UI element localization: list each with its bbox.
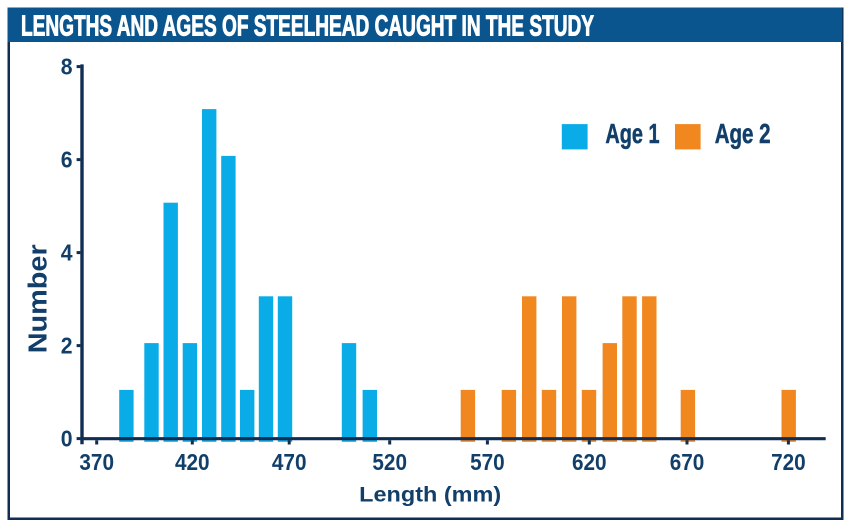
svg-text:370: 370 bbox=[79, 449, 114, 475]
svg-text:Age 2: Age 2 bbox=[715, 118, 771, 149]
svg-text:420: 420 bbox=[175, 449, 210, 475]
svg-text:620: 620 bbox=[572, 449, 607, 475]
svg-text:LENGTHS AND AGES OF STEELHEAD: LENGTHS AND AGES OF STEELHEAD CAUGHT IN … bbox=[21, 11, 594, 43]
svg-text:2: 2 bbox=[61, 333, 73, 359]
svg-text:520: 520 bbox=[372, 449, 407, 475]
svg-text:8: 8 bbox=[61, 54, 73, 80]
svg-text:570: 570 bbox=[470, 449, 505, 475]
svg-text:0: 0 bbox=[61, 426, 73, 452]
svg-text:470: 470 bbox=[272, 449, 307, 475]
svg-text:Length (mm): Length (mm) bbox=[359, 483, 501, 507]
svg-text:Age 1: Age 1 bbox=[605, 118, 659, 149]
svg-text:4: 4 bbox=[61, 240, 73, 266]
svg-text:Number: Number bbox=[25, 244, 53, 353]
svg-text:6: 6 bbox=[61, 147, 73, 173]
svg-text:720: 720 bbox=[771, 449, 806, 475]
svg-text:670: 670 bbox=[670, 449, 705, 475]
